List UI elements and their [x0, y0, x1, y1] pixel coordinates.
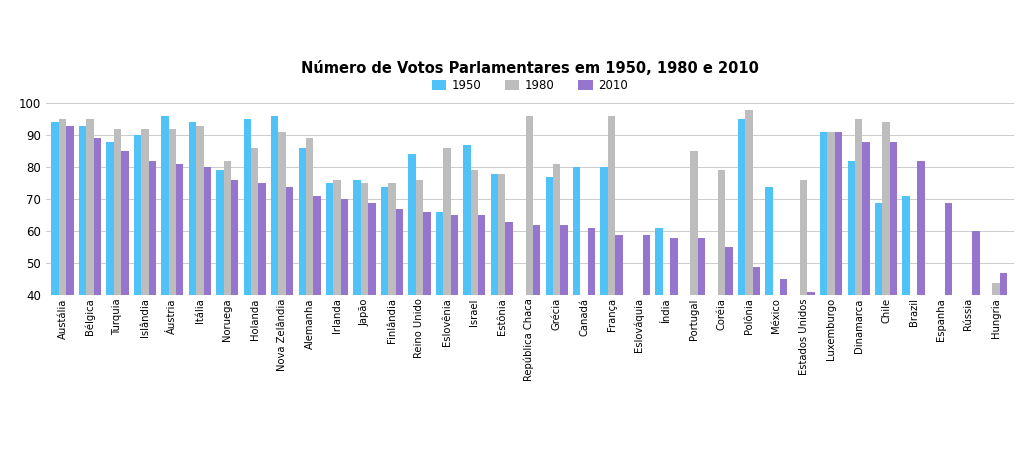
Bar	[498, 174, 506, 295]
Bar	[299, 148, 306, 295]
Bar	[780, 280, 787, 295]
Bar	[443, 148, 451, 295]
Bar	[121, 151, 129, 295]
Bar	[573, 167, 581, 295]
Title: Número de Votos Parlamentares em 1950, 1980 e 2010: Número de Votos Parlamentares em 1950, 1…	[301, 61, 759, 76]
Bar	[244, 119, 251, 295]
Bar	[918, 161, 925, 295]
Bar	[588, 228, 595, 295]
Bar	[279, 132, 286, 295]
Bar	[353, 180, 360, 295]
Bar	[670, 238, 678, 295]
Bar	[992, 283, 999, 295]
Bar	[697, 238, 706, 295]
Bar	[890, 142, 897, 295]
Bar	[223, 161, 231, 295]
Bar	[381, 187, 388, 295]
Bar	[188, 122, 197, 295]
Bar	[471, 170, 478, 295]
Bar	[874, 203, 883, 295]
Bar	[169, 129, 176, 295]
Bar	[945, 203, 952, 295]
Bar	[79, 126, 86, 295]
Bar	[999, 273, 1007, 295]
Bar	[341, 199, 348, 295]
Bar	[251, 148, 258, 295]
Legend: 1950, 1980, 2010: 1950, 1980, 2010	[427, 75, 633, 97]
Bar	[463, 145, 471, 295]
Bar	[436, 212, 443, 295]
Bar	[718, 170, 725, 295]
Bar	[86, 119, 94, 295]
Bar	[176, 164, 183, 295]
Bar	[848, 161, 855, 295]
Bar	[286, 187, 293, 295]
Bar	[608, 116, 615, 295]
Bar	[835, 132, 843, 295]
Bar	[883, 122, 890, 295]
Bar	[525, 116, 532, 295]
Bar	[855, 119, 862, 295]
Bar	[148, 161, 156, 295]
Bar	[655, 228, 663, 295]
Bar	[553, 164, 560, 295]
Bar	[409, 154, 416, 295]
Bar	[51, 122, 58, 295]
Bar	[745, 110, 753, 295]
Bar	[313, 196, 321, 295]
Bar	[94, 138, 101, 295]
Bar	[231, 180, 239, 295]
Bar	[416, 180, 423, 295]
Bar	[478, 215, 485, 295]
Bar	[765, 187, 772, 295]
Bar	[271, 116, 279, 295]
Bar	[972, 231, 980, 295]
Bar	[862, 142, 869, 295]
Bar	[114, 129, 121, 295]
Bar	[204, 167, 211, 295]
Bar	[106, 142, 114, 295]
Bar	[451, 215, 458, 295]
Bar	[820, 132, 827, 295]
Bar	[753, 266, 760, 295]
Bar	[532, 225, 541, 295]
Bar	[506, 222, 513, 295]
Bar	[388, 183, 395, 295]
Bar	[216, 170, 223, 295]
Bar	[306, 138, 313, 295]
Bar	[725, 247, 732, 295]
Bar	[326, 183, 334, 295]
Bar	[67, 126, 74, 295]
Bar	[334, 180, 341, 295]
Bar	[827, 132, 835, 295]
Bar	[615, 234, 623, 295]
Bar	[395, 209, 403, 295]
Bar	[643, 234, 650, 295]
Bar	[134, 135, 141, 295]
Bar	[560, 225, 567, 295]
Bar	[600, 167, 608, 295]
Bar	[197, 126, 204, 295]
Bar	[423, 212, 430, 295]
Bar	[490, 174, 498, 295]
Bar	[808, 292, 815, 295]
Bar	[360, 183, 369, 295]
Bar	[546, 177, 553, 295]
Bar	[737, 119, 745, 295]
Bar	[58, 119, 67, 295]
Bar	[690, 151, 697, 295]
Bar	[902, 196, 910, 295]
Bar	[141, 129, 148, 295]
Bar	[161, 116, 169, 295]
Bar	[369, 203, 376, 295]
Bar	[258, 183, 266, 295]
Bar	[800, 180, 808, 295]
